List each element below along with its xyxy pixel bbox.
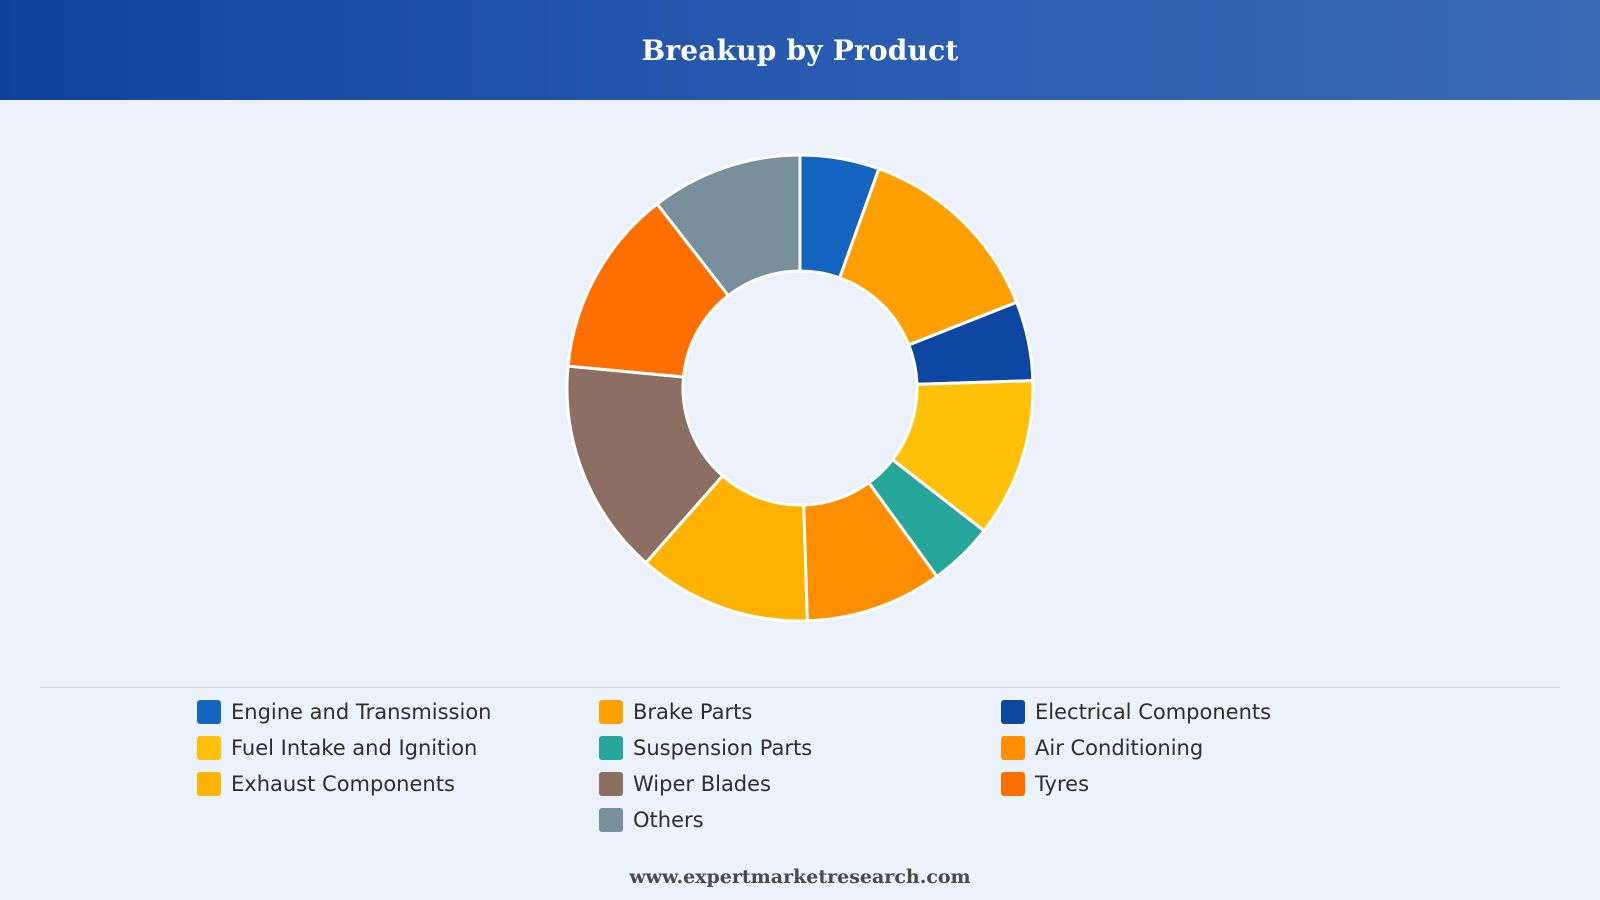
legend-label: Engine and Transmission <box>231 699 492 724</box>
source-footer: www.expertmarketresearch.com <box>629 866 971 888</box>
chart-legend: Engine and Transmission Brake Parts Electr… <box>197 698 1417 833</box>
legend-item: Fuel Intake and Ignition <box>197 734 599 761</box>
donut-slice-wiper-blades <box>565 364 725 565</box>
legend-label: Brake Parts <box>633 699 753 724</box>
legend-item: Wiper Blades <box>599 770 1001 797</box>
legend-swatch <box>1001 771 1025 796</box>
legend-label: Tyres <box>1035 771 1090 796</box>
legend-item: Air Conditioning <box>1001 734 1403 761</box>
legend-label: Fuel Intake and Ignition <box>231 735 478 760</box>
legend-swatch <box>197 699 221 724</box>
legend-swatch <box>197 771 221 796</box>
legend-label: Wiper Blades <box>633 771 771 796</box>
legend-item: Exhaust Components <box>197 770 599 797</box>
legend-label: Electrical Components <box>1035 699 1272 724</box>
legend-swatch <box>599 699 623 724</box>
legend-item: Electrical Components <box>1001 698 1403 725</box>
legend-swatch <box>599 735 623 760</box>
legend-swatch <box>197 735 221 760</box>
legend-item: Tyres <box>1001 770 1403 797</box>
legend-item: Others <box>599 806 1001 833</box>
donut-chart <box>0 100 1600 680</box>
legend-swatch <box>1001 735 1025 760</box>
header-bar: Breakup by Product <box>0 0 1600 100</box>
legend-swatch <box>1001 699 1025 724</box>
legend-item: Suspension Parts <box>599 734 1001 761</box>
legend-divider <box>40 687 1560 688</box>
donut-slice-others <box>655 153 802 298</box>
legend-item: Engine and Transmission <box>197 698 599 725</box>
legend-item: Brake Parts <box>599 698 1001 725</box>
donut-chart-svg <box>565 153 1035 623</box>
legend-swatch <box>599 771 623 796</box>
legend-swatch <box>599 807 623 832</box>
legend-label: Suspension Parts <box>633 735 813 760</box>
legend-label: Others <box>633 807 704 832</box>
legend-label: Air Conditioning <box>1035 735 1204 760</box>
page-title: Breakup by Product <box>641 33 959 67</box>
legend-label: Exhaust Components <box>231 771 455 796</box>
